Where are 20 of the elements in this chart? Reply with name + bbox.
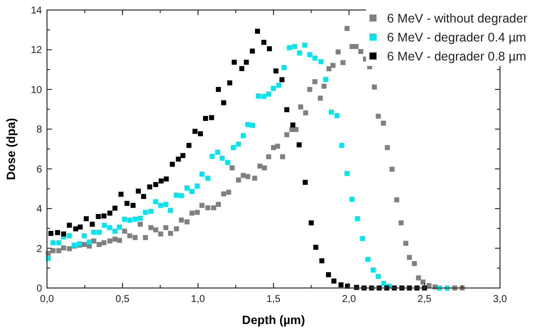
x-tick-label: 1,0: [191, 294, 206, 305]
y-tick-label: 8: [36, 124, 42, 136]
legend-label: 6 MeV - without degrader: [387, 12, 528, 26]
y-tick-label: 4: [36, 204, 42, 216]
x-axis-title: Depth (µm): [242, 313, 305, 327]
legend-label: 6 MeV - degrader 0.8 µm: [387, 50, 526, 64]
x-tick-label: 0,5: [116, 294, 130, 305]
y-axis-title: Dose (dpa): [4, 118, 18, 180]
y-tick-label: 12: [30, 45, 42, 56]
y-tick-label: 14: [30, 6, 42, 16]
x-tick-label: 0,0: [40, 294, 54, 305]
y-tick-label: 6: [36, 164, 42, 176]
y-tick-label: 2: [36, 244, 42, 255]
x-tick-label: 3,0: [493, 294, 508, 305]
y-tick-label: 0: [36, 284, 42, 294]
x-tick-label: 2,0: [342, 294, 356, 305]
y-tick-label: 10: [30, 84, 42, 96]
x-tick-label: 2,5: [418, 294, 432, 305]
x-tick-label: 1,5: [266, 294, 281, 305]
legend-label: 6 MeV - degrader 0.4 µm: [387, 30, 526, 44]
